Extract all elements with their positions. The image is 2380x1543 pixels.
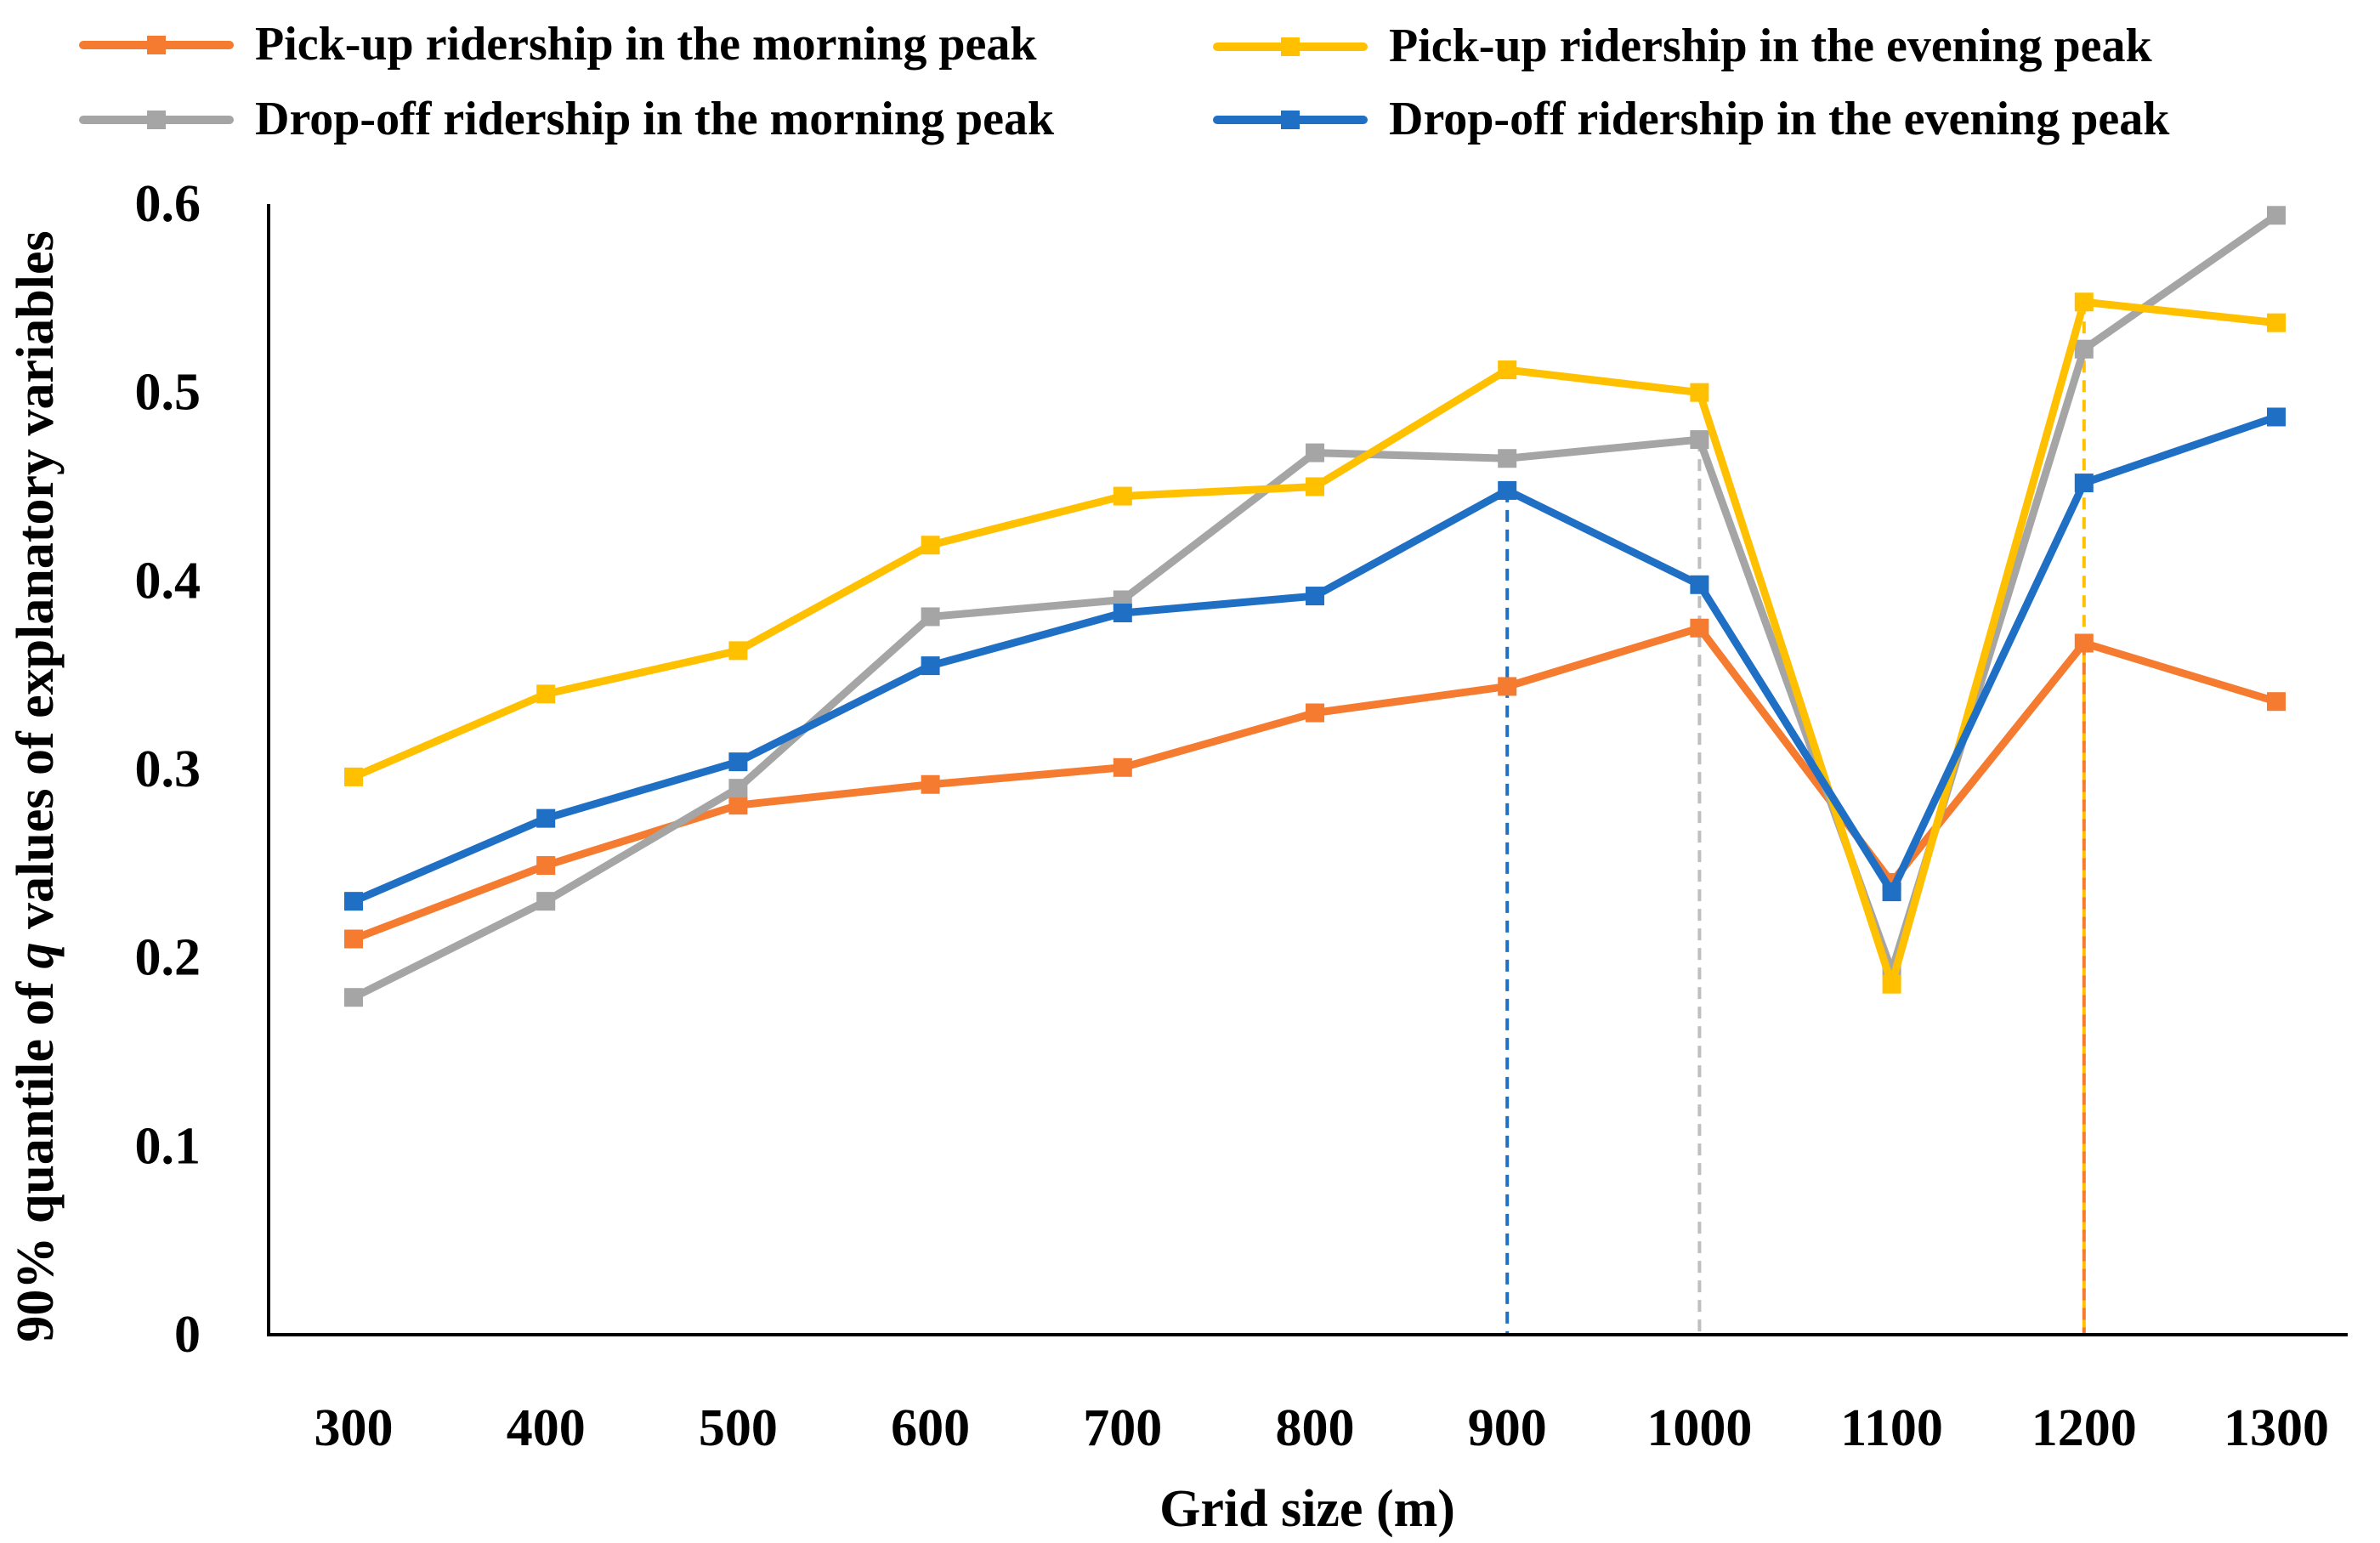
data-point-marker — [1498, 360, 1517, 380]
series-drop-off-ridership-in-the-evening-peak — [344, 407, 2286, 911]
data-point-marker — [1690, 430, 1709, 450]
x-tick-label: 600 — [891, 1399, 970, 1457]
data-point-marker — [1113, 486, 1132, 506]
data-point-marker — [728, 752, 748, 772]
data-point-marker — [1306, 587, 1324, 606]
y-axis-title-suffix: values of explanatory variables — [7, 230, 65, 942]
y-tick-label: 0.3 — [135, 740, 201, 798]
legend-entry: Pick-up ridership in the evening peak — [1213, 20, 2153, 72]
legend-entry: Drop-off ridership in the morning peak — [79, 93, 1055, 145]
y-tick-label: 0.5 — [135, 364, 201, 422]
data-point-marker — [1498, 677, 1517, 696]
series-line — [349, 211, 2281, 1001]
data-point-marker — [2074, 633, 2094, 653]
legend-entry: Pick-up ridership in the morning peak — [79, 18, 1037, 71]
x-tick-label: 1300 — [2224, 1399, 2329, 1457]
y-tick-label: 0 — [174, 1306, 201, 1364]
data-point-marker — [1113, 604, 1132, 623]
data-point-marker — [344, 767, 363, 786]
y-axis-title: 90% quantile of q values of explanatory … — [7, 230, 65, 1342]
data-point-marker — [1690, 618, 1709, 638]
data-point-marker — [921, 656, 940, 676]
data-point-marker — [1306, 443, 1324, 462]
legend-swatch-marker — [1281, 111, 1300, 129]
y-tick-label: 0.4 — [135, 552, 201, 610]
legend-swatch-marker — [1281, 37, 1300, 56]
x-tick-label: 700 — [1083, 1399, 1162, 1457]
dashed-reference-lines — [1505, 302, 2086, 1333]
data-point-marker — [1498, 480, 1517, 500]
data-point-marker — [728, 779, 748, 798]
legend-label: Pick-up ridership in the morning peak — [255, 18, 1037, 71]
x-tick-label: 300 — [314, 1399, 394, 1457]
data-point-marker — [921, 774, 940, 794]
axes — [267, 204, 2348, 1336]
data-point-marker — [1882, 882, 1901, 902]
data-point-marker — [2267, 313, 2286, 332]
data-point-marker — [1690, 383, 1709, 402]
x-tick-label: 1100 — [1840, 1399, 1943, 1457]
data-point-marker — [2267, 692, 2286, 712]
data-point-marker — [2074, 292, 2094, 312]
data-point-marker — [344, 988, 363, 1007]
data-point-marker — [344, 892, 363, 911]
x-tick-label: 900 — [1468, 1399, 1547, 1457]
x-tick-label: 1000 — [1646, 1399, 1752, 1457]
data-point-marker — [2267, 206, 2286, 225]
legend-label: Drop-off ridership in the evening peak — [1389, 93, 2170, 145]
series-lines — [344, 206, 2286, 1007]
data-point-marker — [344, 929, 363, 949]
y-axis-title-q: q — [7, 942, 65, 968]
data-point-marker — [536, 856, 556, 876]
data-point-marker — [921, 536, 940, 555]
data-point-marker — [2074, 474, 2094, 493]
data-point-marker — [728, 641, 748, 661]
data-point-marker — [1498, 449, 1517, 468]
data-point-marker — [1306, 477, 1324, 496]
data-point-marker — [1882, 974, 1901, 994]
data-point-marker — [728, 796, 748, 815]
legend-swatch-marker — [147, 36, 166, 54]
y-axis-title-prefix: 90% quantile of — [7, 968, 65, 1342]
series-line — [349, 298, 2281, 989]
data-point-marker — [921, 607, 940, 627]
data-point-marker — [536, 892, 556, 911]
data-point-marker — [2074, 339, 2094, 359]
y-tick-label: 0.1 — [135, 1117, 201, 1175]
data-point-marker — [1306, 703, 1324, 723]
data-point-marker — [536, 684, 556, 704]
y-tick-label: 0.2 — [135, 929, 201, 987]
y-tick-label: 0.6 — [135, 175, 201, 233]
x-tick-label: 400 — [507, 1399, 586, 1457]
data-point-marker — [1690, 575, 1709, 594]
legend-entry: Drop-off ridership in the evening peak — [1213, 93, 2170, 145]
data-point-marker — [2267, 407, 2286, 427]
legend-swatch-marker — [147, 111, 166, 129]
tick-labels: 0 0.1 0.2 0.3 0.4 0.5 0.6 300 400 500 600 700 800 900… — [135, 175, 2330, 1457]
x-axis-title: Grid size (m) — [1159, 1480, 1455, 1538]
data-point-marker — [1113, 757, 1132, 777]
data-point-marker — [536, 808, 556, 828]
x-tick-label: 1200 — [2032, 1399, 2137, 1457]
legend-label: Pick-up ridership in the evening peak — [1389, 20, 2153, 72]
x-tick-label: 800 — [1276, 1399, 1355, 1457]
legend-label: Drop-off ridership in the morning peak — [255, 93, 1055, 145]
x-tick-label: 500 — [699, 1399, 778, 1457]
legend: Pick-up ridership in the morning peak Pic… — [79, 18, 2170, 145]
